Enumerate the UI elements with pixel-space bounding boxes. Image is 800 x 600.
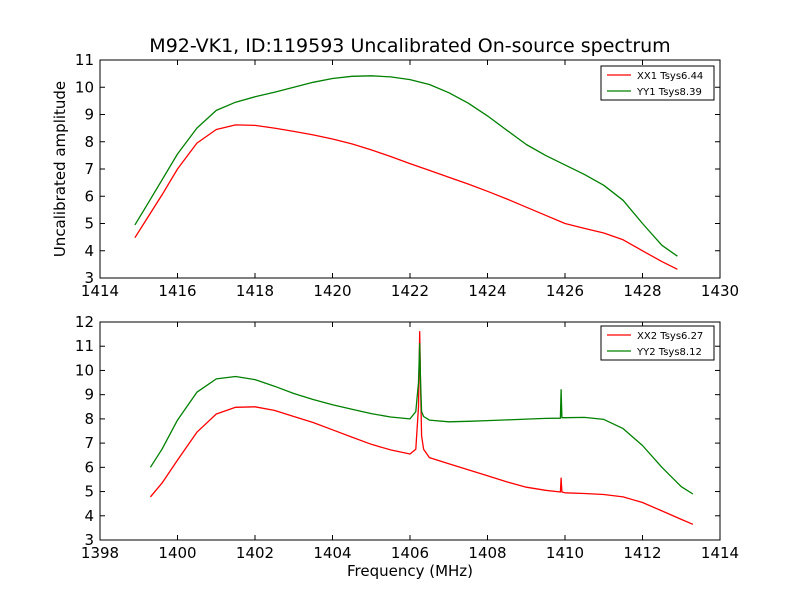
legend-box (600, 325, 715, 361)
figure-title: M92-VK1, ID:119593 Uncalibrated On-sourc… (149, 35, 670, 57)
x-tick-label: 1398 (81, 544, 119, 562)
x-tick-label: 1426 (546, 282, 584, 300)
x-tick-label: 1412 (623, 544, 661, 562)
x-tick-label: 1408 (468, 544, 506, 562)
y-tick-label: 8 (84, 410, 94, 428)
legend-label: XX1 Tsys6.44 (637, 71, 703, 82)
series-line (149, 343, 694, 495)
y-tick-label: 10 (75, 361, 94, 379)
x-tick-label: 1428 (623, 282, 661, 300)
x-tick-label: 1416 (158, 282, 196, 300)
legend-box (600, 65, 715, 101)
y-tick-label: 3 (84, 269, 94, 287)
y-tick-label: 11 (75, 337, 94, 355)
top-panel: 1414 1416 1418 1420 1422 1424 1426 1428 1430 3 4 5 6… (75, 51, 739, 300)
y-tick-label: 6 (84, 458, 94, 476)
y-tick-label: 4 (84, 507, 94, 525)
x-tick-label: 1402 (236, 544, 274, 562)
y-tick-label: 5 (84, 483, 94, 501)
x-tick-label: 1424 (468, 282, 506, 300)
series-line (134, 75, 678, 257)
y-tick-label: 12 (75, 313, 94, 331)
y-tick-label: 9 (84, 386, 94, 404)
x-tick-label: 1414 (701, 544, 739, 562)
y-tick-label: 7 (84, 434, 94, 452)
y-axis-label: Uncalibrated amplitude (51, 81, 69, 257)
y-tick-label: 11 (75, 51, 94, 69)
y-tick-label: 6 (84, 187, 94, 205)
y-tick-label: 5 (84, 215, 94, 233)
x-tick-label: 1406 (391, 544, 429, 562)
x-tick-label: 1430 (701, 282, 739, 300)
y-tick-label: 9 (84, 106, 94, 124)
legend-label: YY2 Tsys8.12 (636, 347, 702, 358)
y-tick-label: 3 (84, 531, 94, 549)
bottom-panel: 1398 1400 1402 1404 1406 1408 1410 1412 1414 3 4 5 6… (75, 313, 739, 562)
x-tick-label: 1404 (313, 544, 351, 562)
x-tick-label: 1410 (546, 544, 584, 562)
legend-label: YY1 Tsys8.39 (636, 87, 702, 98)
x-tick-label: 1420 (313, 282, 351, 300)
y-tick-label: 8 (84, 133, 94, 151)
series-line (134, 124, 678, 270)
y-tick-label: 7 (84, 160, 94, 178)
x-tick-label: 1400 (158, 544, 196, 562)
y-tick-label: 4 (84, 242, 94, 260)
x-axis-label: Frequency (MHz) (347, 562, 473, 580)
y-tick-label: 10 (75, 78, 94, 96)
x-tick-label: 1422 (391, 282, 429, 300)
series-line (149, 331, 694, 525)
x-tick-label: 1414 (81, 282, 119, 300)
legend-label: XX2 Tsys6.27 (637, 331, 703, 342)
x-tick-label: 1418 (236, 282, 274, 300)
